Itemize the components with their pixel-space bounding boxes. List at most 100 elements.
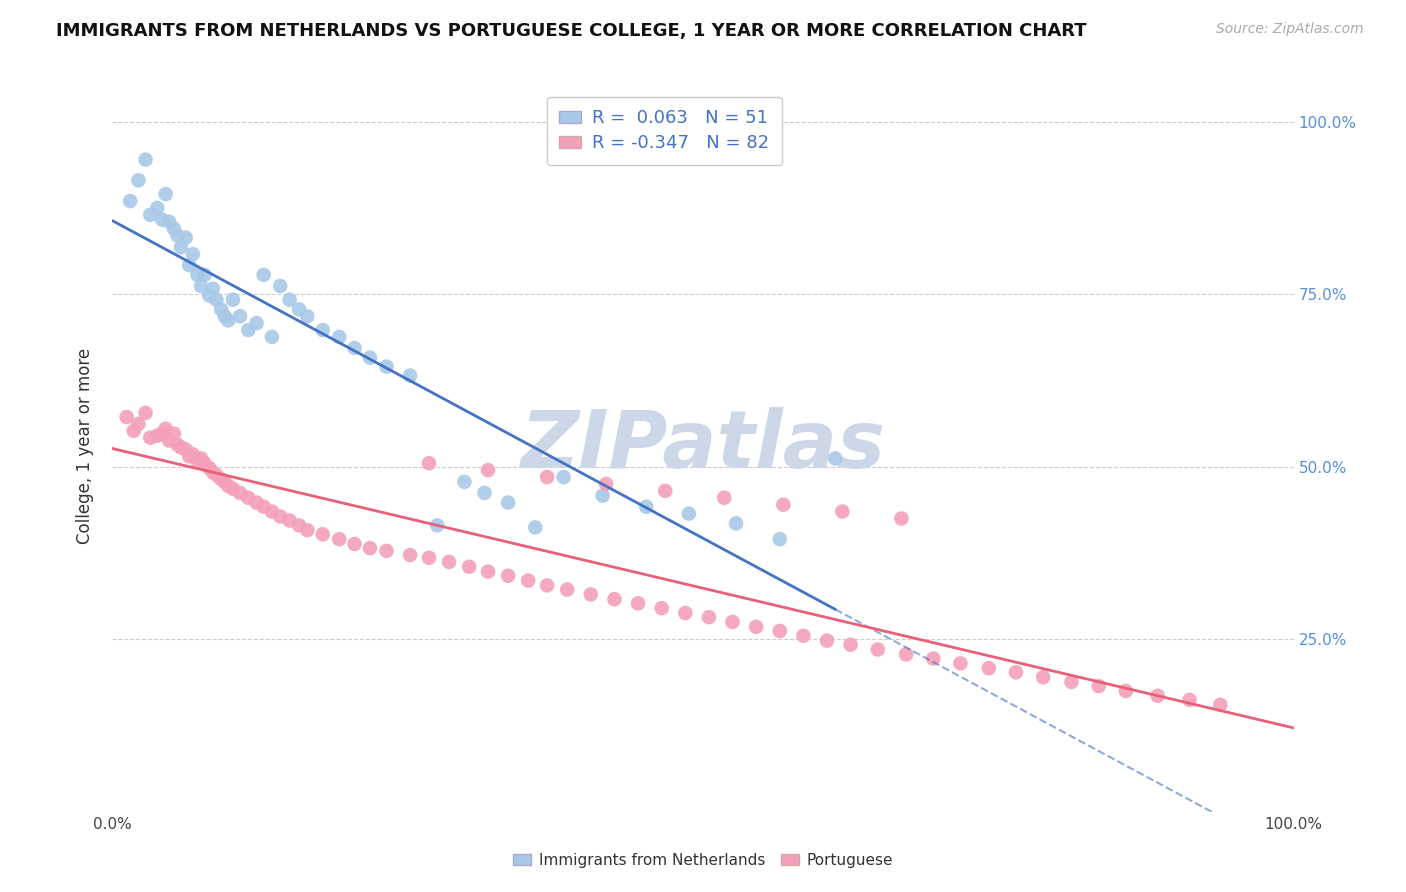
Point [418,456,440,470]
Point [536,470,558,484]
Point [278,293,301,307]
Point [181,247,204,261]
Point [214,475,236,489]
Point [678,507,700,521]
Point [205,467,228,482]
Point [170,441,193,455]
Point [214,310,236,324]
Point [198,288,221,302]
Point [477,565,499,579]
Point [146,201,169,215]
Point [269,279,291,293]
Point [426,518,449,533]
Point [135,406,157,420]
Point [474,486,496,500]
Point [238,323,260,337]
Point [553,470,575,484]
Text: ZIPatlas: ZIPatlas [520,407,886,485]
Point [190,279,212,293]
Point [260,330,283,344]
Point [297,310,319,324]
Point [120,194,142,208]
Point [198,461,221,475]
Point [179,258,201,272]
Point [772,498,794,512]
Point [217,313,239,327]
Point [201,465,224,479]
Point [399,548,422,562]
Point [127,417,149,431]
Point [186,268,208,282]
Point [229,486,252,500]
Point [890,511,912,525]
Point [194,268,217,282]
Point [477,463,499,477]
Point [697,610,720,624]
Point [179,450,201,464]
Point [866,642,889,657]
Point [205,293,228,307]
Point [115,410,138,425]
Point [536,578,558,592]
Point [1115,684,1137,698]
Point [769,532,792,546]
Point [209,302,232,317]
Point [163,426,186,441]
Point [524,520,547,534]
Point [894,648,917,662]
Point [135,153,157,167]
Point [721,615,744,629]
Point [343,537,366,551]
Point [139,208,162,222]
Point [139,431,162,445]
Point [170,240,193,254]
Point [1178,693,1201,707]
Point [217,479,239,493]
Point [328,330,350,344]
Point [458,559,481,574]
Point [654,483,676,498]
Point [288,518,311,533]
Point [713,491,735,505]
Point [245,495,267,509]
Point [725,516,748,531]
Point [229,310,252,324]
Text: IMMIGRANTS FROM NETHERLANDS VS PORTUGUESE COLLEGE, 1 YEAR OR MORE CORRELATION CH: IMMIGRANTS FROM NETHERLANDS VS PORTUGUES… [56,22,1087,40]
Point [166,228,188,243]
Point [437,555,460,569]
Point [150,426,173,441]
Point [453,475,475,489]
Point [375,359,398,374]
Point [673,606,696,620]
Point [150,212,173,227]
Point [146,428,169,442]
Point [949,657,972,671]
Point [194,456,217,470]
Point [745,620,768,634]
Point [359,541,381,555]
Point [155,187,177,202]
Point [288,302,311,317]
Point [253,500,276,514]
Point [815,633,838,648]
Y-axis label: College, 1 year or more: College, 1 year or more [76,348,94,544]
Point [343,341,366,355]
Point [831,504,853,518]
Point [555,582,578,597]
Point [1209,698,1232,712]
Point [297,523,319,537]
Point [418,550,440,565]
Point [603,592,626,607]
Point [636,500,658,514]
Point [977,661,1000,675]
Point [238,491,260,505]
Point [157,215,180,229]
Point [122,424,145,438]
Point [839,638,862,652]
Legend: R =  0.063   N = 51, R = -0.347   N = 82: R = 0.063 N = 51, R = -0.347 N = 82 [547,96,782,165]
Point [328,532,350,546]
Point [592,489,614,503]
Point [1005,665,1028,680]
Point [253,268,276,282]
Point [186,454,208,468]
